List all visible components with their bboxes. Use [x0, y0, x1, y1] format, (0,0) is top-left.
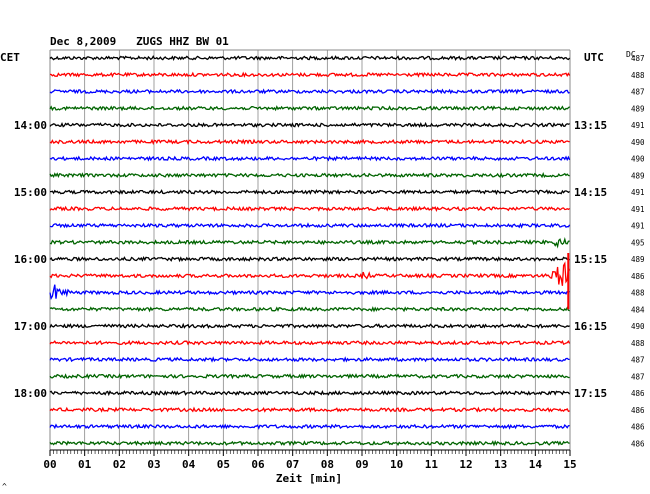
trace-row-10: [49, 222, 571, 229]
trace-row-21: [49, 406, 570, 413]
corner-mark: ^: [2, 482, 7, 491]
dc-value: 490: [631, 138, 645, 147]
right-hour-label: 17:15: [574, 387, 607, 400]
right-hour-label: 15:15: [574, 253, 607, 266]
trace-row-3: [49, 105, 571, 112]
dc-value: 487: [631, 54, 645, 63]
x-tick-label: 09: [355, 458, 368, 471]
trace-row-15: [49, 306, 570, 313]
x-axis-label: Zeit [min]: [276, 472, 342, 485]
left-hour-label: 14:00: [14, 119, 47, 132]
x-tick-label: 07: [286, 458, 299, 471]
chart-title: Dec 8,2009 ZUGS HHZ BW 01: [50, 35, 229, 48]
dc-value: 489: [631, 171, 645, 180]
dc-value: 488: [631, 339, 645, 348]
x-tick-label: 14: [529, 458, 543, 471]
trace-row-19: [49, 373, 570, 380]
trace-row-17: [49, 339, 571, 346]
dc-value: 490: [631, 155, 645, 164]
dc-value: 489: [631, 255, 645, 264]
left-timezone-label: CET: [0, 51, 20, 64]
right-hour-labels: 13:15 14:15 15:15 16:15 17:15: [574, 119, 607, 400]
x-tick-label: 04: [182, 458, 196, 471]
dc-value: 495: [631, 238, 645, 247]
trace-row-22: [49, 423, 570, 430]
left-hour-label: 16:00: [14, 253, 47, 266]
trace-row-18: [49, 356, 570, 363]
x-tick-label: 15: [563, 458, 576, 471]
dc-header-label: DC: [626, 50, 636, 59]
right-timezone-label: UTC: [584, 51, 604, 64]
dc-value: 487: [631, 88, 645, 97]
dc-value: 491: [631, 121, 645, 130]
dc-value: 489: [631, 104, 645, 113]
trace-row-13: [49, 261, 571, 286]
dc-value: 484: [631, 305, 645, 314]
dc-value: 487: [631, 372, 645, 381]
x-tick-label: 00: [43, 458, 56, 471]
trace-row-11: [49, 237, 570, 249]
dc-value: 490: [631, 322, 645, 331]
trace-row-14: [49, 284, 570, 300]
trace-row-16: [49, 322, 570, 330]
left-hour-labels: 14:00 15:00 16:00 17:00 18:00: [14, 119, 47, 400]
left-hour-label: 15:00: [14, 186, 47, 199]
right-hour-label: 16:15: [574, 320, 607, 333]
trace-row-1: [49, 71, 571, 78]
trace-row-8: [50, 188, 570, 196]
x-tick-label: 05: [217, 458, 230, 471]
dc-value: 491: [631, 205, 645, 214]
dc-value-column: 487 488 487 489 491 490 490 489 491 491 491 495 489 4…: [631, 54, 645, 448]
x-tick-label: 01: [78, 458, 92, 471]
x-axis: 00 01 02 03 04 05 06 07 08 09 10 11 12 13 14 15: [43, 450, 577, 471]
trace-row-9: [49, 205, 570, 212]
x-tick-label: 06: [251, 458, 265, 471]
dc-value: 488: [631, 71, 645, 80]
trace-row-20: [49, 389, 571, 397]
dc-value: 487: [631, 356, 645, 365]
trace-row-12: [49, 256, 570, 263]
dc-value: 486: [631, 389, 645, 398]
x-tick-label: 13: [494, 458, 507, 471]
dc-value: 488: [631, 289, 645, 298]
trace-row-0: [49, 55, 571, 62]
dc-value: 486: [631, 272, 645, 281]
x-tick-label: 03: [147, 458, 160, 471]
plot-grid: [49, 49, 571, 451]
trace-row-2: [49, 88, 570, 95]
left-hour-label: 17:00: [14, 320, 47, 333]
trace-row-23: [49, 440, 570, 447]
x-tick-label: 12: [459, 458, 472, 471]
dc-value: 491: [631, 222, 645, 231]
right-hour-label: 14:15: [574, 186, 607, 199]
trace-row-6: [49, 155, 571, 162]
dc-value: 486: [631, 406, 645, 415]
x-tick-label: 08: [321, 458, 334, 471]
x-tick-label: 10: [390, 458, 403, 471]
x-tick-label: 11: [425, 458, 439, 471]
dc-value: 486: [631, 423, 645, 432]
trace-row-4: [49, 121, 570, 128]
dc-value: 486: [631, 439, 645, 448]
left-hour-label: 18:00: [14, 387, 47, 400]
x-tick-label: 02: [113, 458, 126, 471]
dc-value: 491: [631, 188, 645, 197]
right-hour-label: 13:15: [574, 119, 607, 132]
trace-row-7: [49, 172, 570, 179]
trace-group: [49, 55, 571, 447]
trace-row-5: [49, 138, 570, 145]
